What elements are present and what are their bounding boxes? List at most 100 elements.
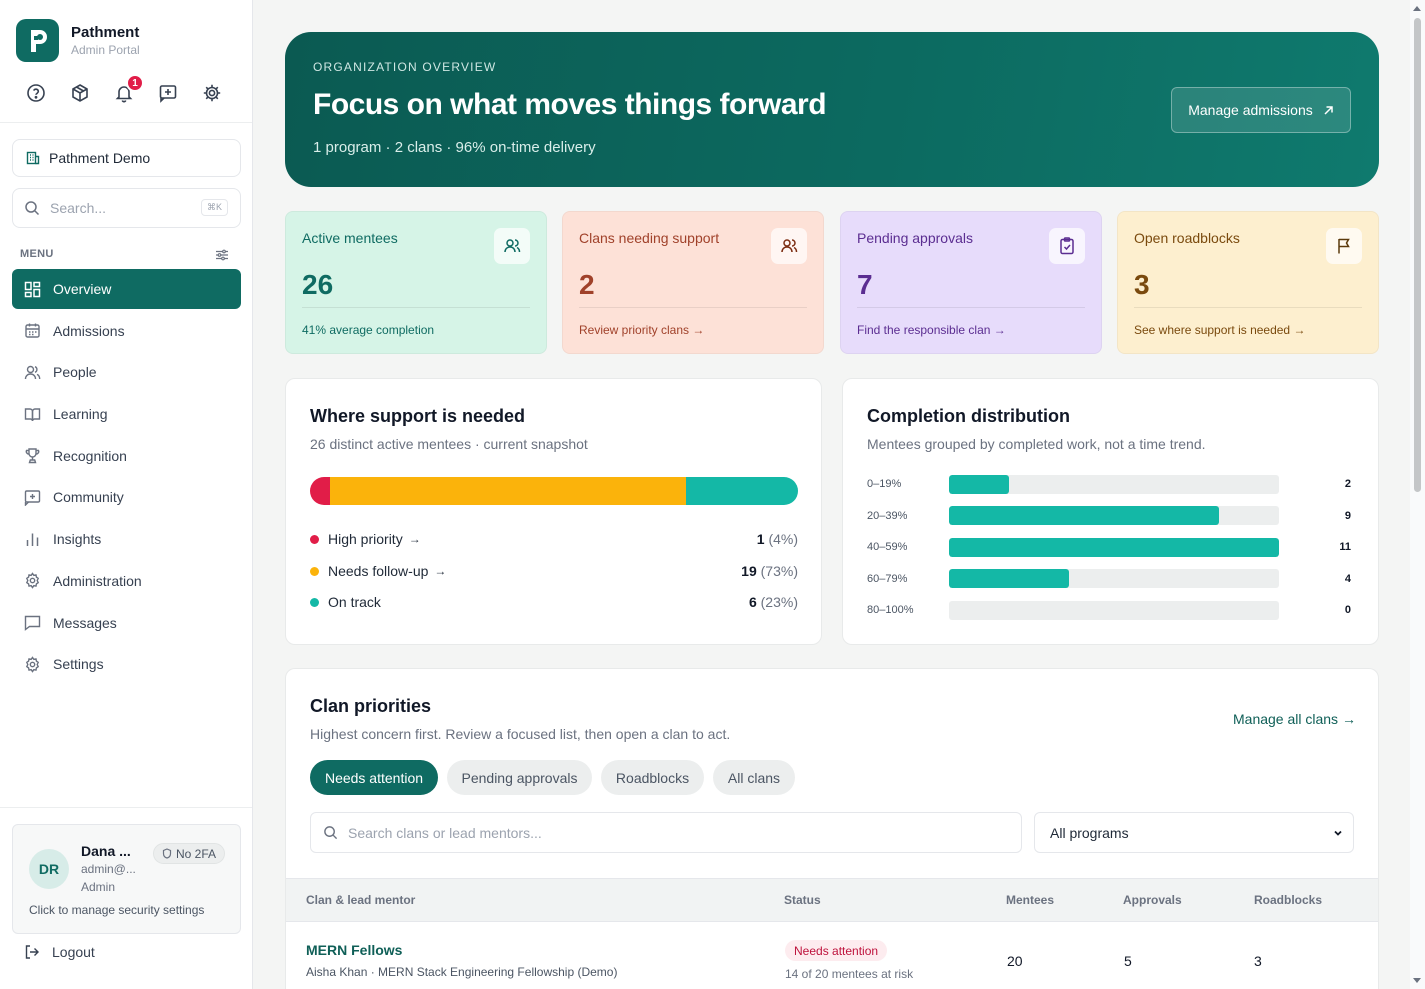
manage-admissions-button[interactable]: Manage admissions xyxy=(1171,87,1351,133)
clan-name[interactable]: MERN Fellows xyxy=(306,942,403,958)
sidebar-item-messages[interactable]: Messages xyxy=(12,603,241,643)
legend-pct: (4%) xyxy=(768,531,798,547)
scroll-down-arrow[interactable] xyxy=(1413,978,1421,983)
column-header[interactable]: Clan & lead mentor xyxy=(306,893,416,907)
twofa-badge: No 2FA xyxy=(153,843,226,864)
org-name: Pathment Demo xyxy=(49,150,151,166)
scroll-up-arrow[interactable] xyxy=(1413,6,1421,11)
sidebar-item-insights[interactable]: Insights xyxy=(12,519,241,559)
sidebar-item-overview[interactable]: Overview xyxy=(12,269,241,309)
hero-subtitle: 1 program · 2 clans · 96% on-time delive… xyxy=(313,139,596,156)
support-bar-segment xyxy=(685,477,798,505)
stat-footer: 41% average completion xyxy=(302,323,435,337)
clipboard-check-icon xyxy=(1049,228,1085,264)
sidebar-search-input[interactable]: Search... ⌘K xyxy=(12,188,241,228)
column-header[interactable]: Mentees xyxy=(1006,893,1055,907)
sidebar-item-label: Recognition xyxy=(53,447,127,464)
sidebar-item-label: Administration xyxy=(53,572,142,589)
support-subtitle: 26 distinct active mentees · current sna… xyxy=(310,436,588,452)
stat-value: 2 xyxy=(579,269,595,300)
brand-subtitle: Admin Portal xyxy=(71,42,140,57)
settings-icon xyxy=(25,655,40,673)
program-select-value: All programs xyxy=(1050,824,1129,841)
distribution-bar xyxy=(949,569,1069,589)
logout-icon xyxy=(25,945,39,959)
filter-all-clans[interactable]: All clans xyxy=(713,760,795,795)
search-shortcut: ⌘K xyxy=(200,199,228,216)
notification-count: 1 xyxy=(126,74,144,92)
column-header[interactable]: Status xyxy=(784,893,821,907)
legend-needs-follow-up[interactable]: Needs follow-up → 19 (73%) xyxy=(310,561,798,581)
support-card: Where support is needed 26 distinct acti… xyxy=(285,378,822,645)
sidebar-item-label: Community xyxy=(53,489,124,506)
gear-icon[interactable] xyxy=(202,80,246,106)
legend-label: Needs follow-up xyxy=(328,563,429,579)
grid-icon xyxy=(24,281,41,297)
program-select[interactable]: All programs xyxy=(1034,812,1354,853)
logout-button[interactable]: Logout xyxy=(24,944,95,960)
distribution-count: 0 xyxy=(1344,604,1351,617)
filter-pending-approvals[interactable]: Pending approvals xyxy=(447,760,592,795)
approvals-count: 5 xyxy=(1124,953,1132,969)
stat-divider xyxy=(857,307,1085,308)
stat-card-open-roadblocks[interactable]: Open roadblocks 3 See where support is n… xyxy=(1117,211,1379,354)
page-title: Focus on what moves things forward xyxy=(313,88,827,121)
distribution-count: 9 xyxy=(1344,509,1351,522)
arrow-up-right-icon xyxy=(1324,105,1333,115)
clan-search-input[interactable]: Search clans or lead mentors... xyxy=(310,812,1022,853)
user-card[interactable]: DR Dana ... admin@... Admin No 2FA Click… xyxy=(12,824,241,934)
manage-all-clans-link[interactable]: Manage all clans → xyxy=(1233,711,1356,727)
twofa-label: No 2FA xyxy=(176,846,217,861)
sidebar-item-settings[interactable]: Settings xyxy=(12,644,241,684)
clan-priorities-subtitle: Highest concern first. Review a focused … xyxy=(310,726,731,742)
sidebar-item-label: Overview xyxy=(53,281,112,297)
stat-card-clans-needing-support[interactable]: Clans needing support 2 Review priority … xyxy=(562,211,824,354)
sidebar-item-people[interactable]: People xyxy=(12,352,241,392)
bell-icon[interactable]: 1 xyxy=(114,74,158,106)
page-scrollbar[interactable] xyxy=(1410,0,1425,989)
sidebar-item-label: Settings xyxy=(53,656,104,673)
user-role: Admin xyxy=(81,880,116,894)
logout-label: Logout xyxy=(52,944,95,960)
brand[interactable]: Pathment Admin Portal xyxy=(16,19,140,62)
sliders-icon[interactable] xyxy=(215,248,229,267)
stat-footer-link[interactable]: Find the responsible clan → xyxy=(857,323,1006,337)
org-selector[interactable]: Pathment Demo xyxy=(12,139,241,177)
stat-divider xyxy=(579,307,807,308)
sidebar-item-learning[interactable]: Learning xyxy=(12,394,241,434)
stat-divider xyxy=(1134,307,1362,308)
search-icon xyxy=(324,826,338,840)
completion-distribution-card: Completion distribution Mentees grouped … xyxy=(842,378,1379,645)
sidebar-divider xyxy=(0,807,252,808)
sidebar-item-administration[interactable]: Administration xyxy=(12,561,241,601)
package-icon[interactable] xyxy=(70,80,114,106)
clan-priorities-title: Clan priorities xyxy=(310,696,432,716)
building-icon xyxy=(26,151,40,165)
sidebar-item-recognition[interactable]: Recognition xyxy=(12,436,241,476)
sidebar-divider xyxy=(0,122,252,123)
stat-footer-link[interactable]: See where support is needed → xyxy=(1134,323,1306,337)
overview-hero: ORGANIZATION OVERVIEW Focus on what move… xyxy=(285,32,1379,187)
stat-footer-link[interactable]: Review priority clans → xyxy=(579,323,705,337)
roadblocks-count: 3 xyxy=(1254,953,1262,969)
scrollbar-thumb[interactable] xyxy=(1414,18,1421,492)
message-plus-icon[interactable] xyxy=(158,80,202,106)
sidebar-item-admissions[interactable]: Admissions xyxy=(12,311,241,351)
filter-needs-attention[interactable]: Needs attention xyxy=(310,760,438,795)
column-header[interactable]: Roadblocks xyxy=(1254,893,1323,907)
stat-divider xyxy=(302,307,530,308)
stat-card-pending-approvals[interactable]: Pending approvals 7 Find the responsible… xyxy=(840,211,1102,354)
book-icon xyxy=(24,407,41,421)
help-icon[interactable] xyxy=(26,80,70,106)
column-header[interactable]: Approvals xyxy=(1123,893,1182,907)
legend-arrow: → xyxy=(434,564,447,578)
clan-search-placeholder: Search clans or lead mentors... xyxy=(348,824,542,841)
sidebar-item-community[interactable]: Community xyxy=(12,477,241,517)
stat-card-active-mentees[interactable]: Active mentees 26 41% average completion xyxy=(285,211,547,354)
chat-icon xyxy=(24,615,41,631)
filter-roadblocks[interactable]: Roadblocks xyxy=(601,760,704,795)
legend-high-priority[interactable]: High priority → 1 (4%) xyxy=(310,529,798,549)
distribution-track xyxy=(949,569,1279,589)
user-email: admin@... xyxy=(81,862,136,876)
gear-icon xyxy=(25,572,40,590)
